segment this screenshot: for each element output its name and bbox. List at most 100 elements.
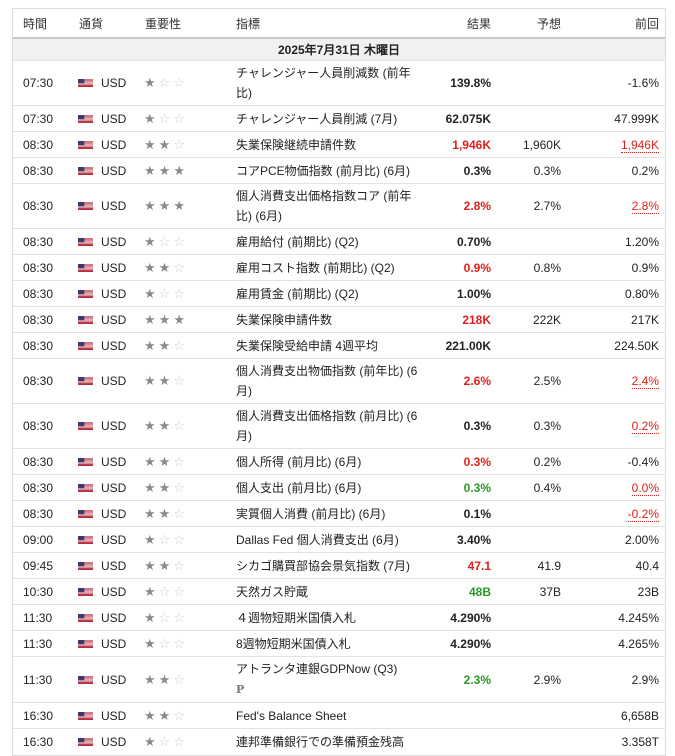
event-name-link[interactable]: アトランタ連銀GDPNow (Q3)	[236, 662, 398, 676]
star-empty-icon: ☆	[173, 453, 185, 469]
event-row[interactable]: 08:30 USD ★ ★ ☆ 個人消費支出価格指数 (前月比) (6月) 0.3% 0.3%…	[13, 403, 665, 449]
star-filled-icon: ★	[144, 609, 156, 625]
header-forecast[interactable]: 予想	[497, 9, 567, 39]
event-name-link[interactable]: 個人所得 (前月比) (6月)	[236, 454, 362, 469]
event-row[interactable]: 08:30 USD ★ ★ ☆ 個人消費支出物価指数 (前年比) (6月) 2.6% 2.5%…	[13, 358, 665, 404]
event-currency-cell: USD	[78, 728, 144, 755]
event-row[interactable]: 08:30 USD ★ ★ ☆ 個人支出 (前月比) (6月) 0.3% 0.4% 0.0%	[13, 474, 665, 501]
star-filled-icon: ★	[144, 635, 156, 651]
previous-value: 3.358T	[621, 734, 659, 749]
event-row[interactable]: 09:45 USD ★ ★ ☆ シカゴ購買部協会景気指数 (7月) 47.1 41.9 40.4	[13, 552, 665, 579]
event-name-link[interactable]: シカゴ購買部協会景気指数 (7月)	[236, 558, 411, 573]
event-row[interactable]: 08:30 USD ★ ☆ ☆ 雇用給付 (前期比) (Q2) 0.70% 1.20%	[13, 228, 665, 255]
header-importance[interactable]: 重要性	[144, 9, 234, 39]
event-name-link[interactable]: 個人消費支出価格指数 (前月比) (6月)	[236, 409, 418, 443]
event-currency: USD	[101, 672, 127, 687]
us-flag-icon	[78, 674, 93, 684]
actual-value-cell: 0.70%	[421, 228, 497, 255]
event-name-cell: 失業保険受給申請 4週平均	[234, 332, 421, 359]
event-row[interactable]: 10:30 USD ★ ☆ ☆ 天然ガス貯蔵 48B 37B 23B	[13, 578, 665, 605]
event-name-link[interactable]: チャレンジャー人員削減数 (前年比)	[236, 66, 411, 100]
star-empty-icon: ☆	[173, 110, 185, 126]
event-currency: USD	[101, 260, 127, 275]
event-currency: USD	[101, 584, 127, 599]
event-name-link[interactable]: ４週物短期米国債入札	[236, 610, 357, 625]
event-row[interactable]: 09:00 USD ★ ☆ ☆ Dallas Fed 個人消費支出 (6月) 3.40% 2.…	[13, 526, 665, 553]
event-row[interactable]: 11:30 USD ★ ★ ☆ アトランタ連銀GDPNow (Q3) P 2.3% 2.9% 2.…	[13, 656, 665, 703]
header-actual[interactable]: 結果	[421, 9, 497, 39]
event-name-cell: 個人支出 (前月比) (6月)	[234, 474, 421, 501]
forecast-value-cell: 37B	[497, 578, 567, 605]
previous-value: 0.80%	[624, 286, 659, 301]
event-row[interactable]: 07:30 USD ★ ☆ ☆ チャレンジャー人員削減 (7月) 62.075K 47.999…	[13, 105, 665, 132]
event-row[interactable]: 16:30 USD ★ ☆ ☆ 連邦準備銀行での準備預金残高 3.358T	[13, 728, 665, 755]
event-row[interactable]: 08:30 USD ★ ★ ☆ 個人所得 (前月比) (6月) 0.3% 0.2% -0.4%	[13, 448, 665, 475]
previous-value-cell: 2.9%	[567, 656, 665, 703]
event-name-link[interactable]: 連邦準備銀行での準備預金残高	[236, 734, 405, 749]
event-name-link[interactable]: 天然ガス貯蔵	[236, 584, 309, 599]
event-currency-cell: USD	[78, 500, 144, 527]
forecast-value-cell	[497, 526, 567, 553]
star-filled-icon: ★	[144, 531, 156, 547]
event-name-link[interactable]: コアPCE物価指数 (前月比) (6月)	[236, 163, 411, 178]
event-row[interactable]: 11:30 USD ★ ☆ ☆ 8週物短期米国債入札 4.290% 4.265%	[13, 630, 665, 657]
event-time: 08:30	[13, 358, 78, 404]
event-currency: USD	[101, 636, 127, 651]
actual-value: 2.8%	[463, 199, 491, 213]
event-name-cell: チャレンジャー人員削減 (7月)	[234, 105, 421, 132]
event-name-link[interactable]: Fed's Balance Sheet	[236, 708, 347, 723]
event-name-link[interactable]: 実質個人消費 (前月比) (6月)	[236, 506, 386, 521]
importance-stars: ★ ☆ ☆	[144, 604, 234, 631]
star-filled-icon: ★	[144, 259, 156, 275]
event-row[interactable]: 11:30 USD ★ ☆ ☆ ４週物短期米国債入札 4.290% 4.245%	[13, 604, 665, 631]
us-flag-icon	[78, 586, 93, 596]
star-empty-icon: ☆	[173, 136, 185, 152]
event-name-link[interactable]: 失業保険受給申請 4週平均	[236, 338, 379, 353]
event-name-link[interactable]: 8週物短期米国債入札	[236, 636, 351, 651]
event-name-link[interactable]: 雇用給付 (前期比) (Q2)	[236, 234, 359, 249]
header-event[interactable]: 指標	[234, 9, 421, 39]
importance-stars: ★ ★ ☆	[144, 332, 234, 359]
forecast-value-cell: 41.9	[497, 552, 567, 579]
event-row[interactable]: 08:30 USD ★ ★ ☆ 雇用コスト指数 (前期比) (Q2) 0.9% 0.8% 0.9…	[13, 254, 665, 281]
event-row[interactable]: 08:30 USD ★ ★ ★ コアPCE物価指数 (前月比) (6月) 0.3% 0.3% 0…	[13, 157, 665, 184]
star-filled-icon: ★	[173, 162, 185, 178]
event-name-link[interactable]: 個人消費支出価格指数コア (前年比) (6月)	[236, 189, 412, 223]
event-name-link[interactable]: チャレンジャー人員削減 (7月)	[236, 111, 398, 126]
event-currency-cell: USD	[78, 306, 144, 333]
event-name-link[interactable]: 個人消費支出物価指数 (前年比) (6月)	[236, 364, 418, 398]
star-filled-icon: ★	[158, 505, 171, 521]
event-name-link[interactable]: 失業保険申請件数	[236, 312, 333, 327]
event-row[interactable]: 07:30 USD ★ ☆ ☆ チャレンジャー人員削減数 (前年比) 139.8% -1.6%	[13, 60, 665, 106]
star-empty-icon: ☆	[158, 635, 171, 651]
previous-value-cell: -0.2%	[567, 500, 665, 527]
star-empty-icon: ☆	[173, 609, 185, 625]
event-name-link[interactable]: Dallas Fed 個人消費支出 (6月)	[236, 532, 399, 547]
actual-value-cell: 2.3%	[421, 656, 497, 703]
us-flag-icon	[78, 534, 93, 544]
previous-value: 217K	[630, 312, 659, 327]
event-time: 08:30	[13, 254, 78, 281]
header-currency[interactable]: 通貨	[78, 9, 144, 39]
event-name-link[interactable]: 失業保険継続申請件数	[236, 137, 357, 152]
us-flag-icon	[78, 420, 93, 430]
event-row[interactable]: 08:30 USD ★ ☆ ☆ 雇用賃金 (前期比) (Q2) 1.00% 0.80%	[13, 280, 665, 307]
event-name-link[interactable]: 個人支出 (前月比) (6月)	[236, 480, 362, 495]
actual-value-cell: 0.3%	[421, 403, 497, 449]
header-previous[interactable]: 前回	[567, 9, 665, 39]
event-name-cell: 8週物短期米国債入札	[234, 630, 421, 657]
event-name-cell: Fed's Balance Sheet	[234, 702, 421, 729]
event-row[interactable]: 08:30 USD ★ ★ ☆ 失業保険受給申請 4週平均 221.00K 224.50K	[13, 332, 665, 359]
previous-value-cell: 47.999K	[567, 105, 665, 132]
actual-value-cell: 62.075K	[421, 105, 497, 132]
event-time: 11:30	[13, 630, 78, 657]
header-time[interactable]: 時間	[13, 9, 78, 39]
event-row[interactable]: 08:30 USD ★ ★ ★ 個人消費支出価格指数コア (前年比) (6月) 2.8% 2.…	[13, 183, 665, 229]
event-row[interactable]: 08:30 USD ★ ★ ☆ 失業保険継続申請件数 1,946K 1,960K 1,946K	[13, 131, 665, 158]
us-flag-icon	[78, 456, 93, 466]
event-row[interactable]: 08:30 USD ★ ★ ★ 失業保険申請件数 218K 222K 217K	[13, 306, 665, 333]
event-name-link[interactable]: 雇用賃金 (前期比) (Q2)	[236, 286, 359, 301]
event-name-link[interactable]: 雇用コスト指数 (前期比) (Q2)	[236, 260, 395, 275]
event-row[interactable]: 16:30 USD ★ ★ ☆ Fed's Balance Sheet 6,658B	[13, 702, 665, 729]
event-row[interactable]: 08:30 USD ★ ★ ☆ 実質個人消費 (前月比) (6月) 0.1% -0.2%	[13, 500, 665, 527]
